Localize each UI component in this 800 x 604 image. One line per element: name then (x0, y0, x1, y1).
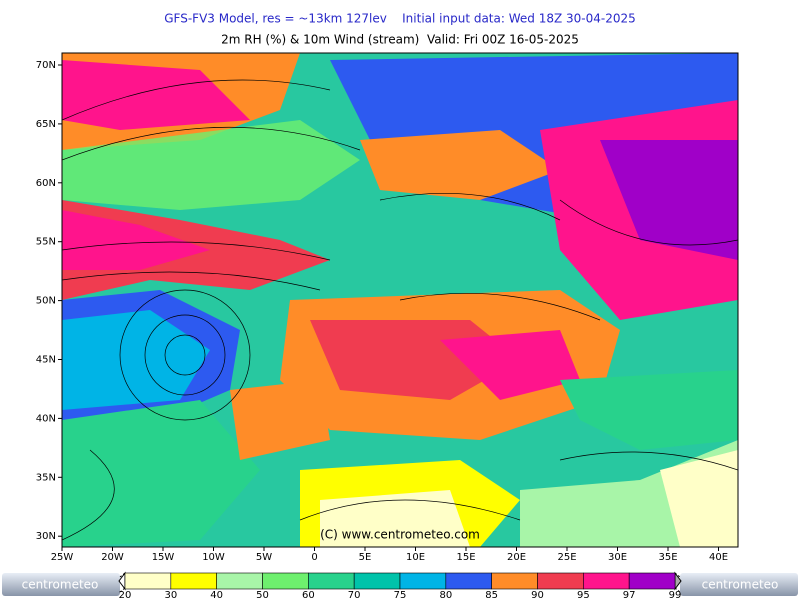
colorbar-label: 99 (669, 590, 682, 600)
colorbar-label: 40 (210, 590, 223, 600)
lon-label: 15W (152, 552, 175, 563)
logo-box (680, 573, 798, 596)
colorbar-box (262, 572, 309, 590)
colorbar-box (628, 572, 676, 590)
lat-label: 60N (36, 178, 56, 189)
colorbar-box (445, 572, 492, 590)
colorbar-label: 20 (119, 590, 132, 600)
lon-label: 20E (507, 552, 526, 563)
colorbar-box (124, 572, 172, 590)
lat-label: 35N (36, 472, 56, 483)
rh-field (62, 53, 738, 547)
lon-label: 30E (608, 552, 627, 563)
colorbar-box (491, 572, 538, 590)
colorbar-box (399, 572, 447, 590)
lat-label: 30N (36, 531, 56, 542)
lon-label: 10W (202, 552, 225, 563)
colorbar-label: 85 (485, 590, 498, 600)
lon-label: 10E (406, 552, 425, 563)
logo: centrometeo (702, 578, 779, 592)
colorbar-box (353, 572, 401, 590)
map-frame (61, 52, 739, 548)
lon-label: 5W (256, 552, 272, 563)
logo: centrometeo (22, 578, 99, 592)
lat-label: 50N (36, 296, 56, 307)
colorbar-box (537, 572, 584, 590)
colorbar-box (170, 572, 217, 590)
lon-label: 0 (311, 552, 317, 563)
colorbar-label: 75 (394, 590, 407, 600)
lon-label: 15E (456, 552, 475, 563)
lon-label: 25E (557, 552, 576, 563)
subtitle: 2m RH (%) & 10m Wind (stream) Valid: Fri… (221, 33, 579, 47)
lon-label: 40E (709, 552, 728, 563)
lat-label: 55N (36, 237, 56, 248)
title: GFS-FV3 Model, res = ~13km 127lev Initia… (164, 12, 636, 26)
lon-label: 5E (359, 552, 372, 563)
colorbar-box (583, 572, 630, 590)
colorbar-box (216, 572, 263, 590)
colorbar-label: 30 (164, 590, 177, 600)
lat-label: 40N (36, 413, 56, 424)
colorbar-label: 90 (531, 590, 544, 600)
colorbar-label: 60 (302, 590, 315, 600)
lat-label: 65N (36, 119, 56, 130)
lon-label: 35E (658, 552, 677, 563)
watermark: (C) www.centrometeo.com (320, 528, 480, 542)
colorbar-box (308, 572, 355, 590)
lat-label: 70N (36, 60, 56, 71)
colorbar-label: 95 (577, 590, 590, 600)
colorbar-label: 80 (439, 590, 452, 600)
lon-label: 25W (51, 552, 74, 563)
logo-box (2, 573, 120, 596)
colorbar-label: 70 (348, 590, 361, 600)
colorbar-label: 97 (623, 590, 636, 600)
lon-label: 20W (101, 552, 124, 563)
lat-label: 45N (36, 355, 56, 366)
colorbar-label: 50 (256, 590, 269, 600)
